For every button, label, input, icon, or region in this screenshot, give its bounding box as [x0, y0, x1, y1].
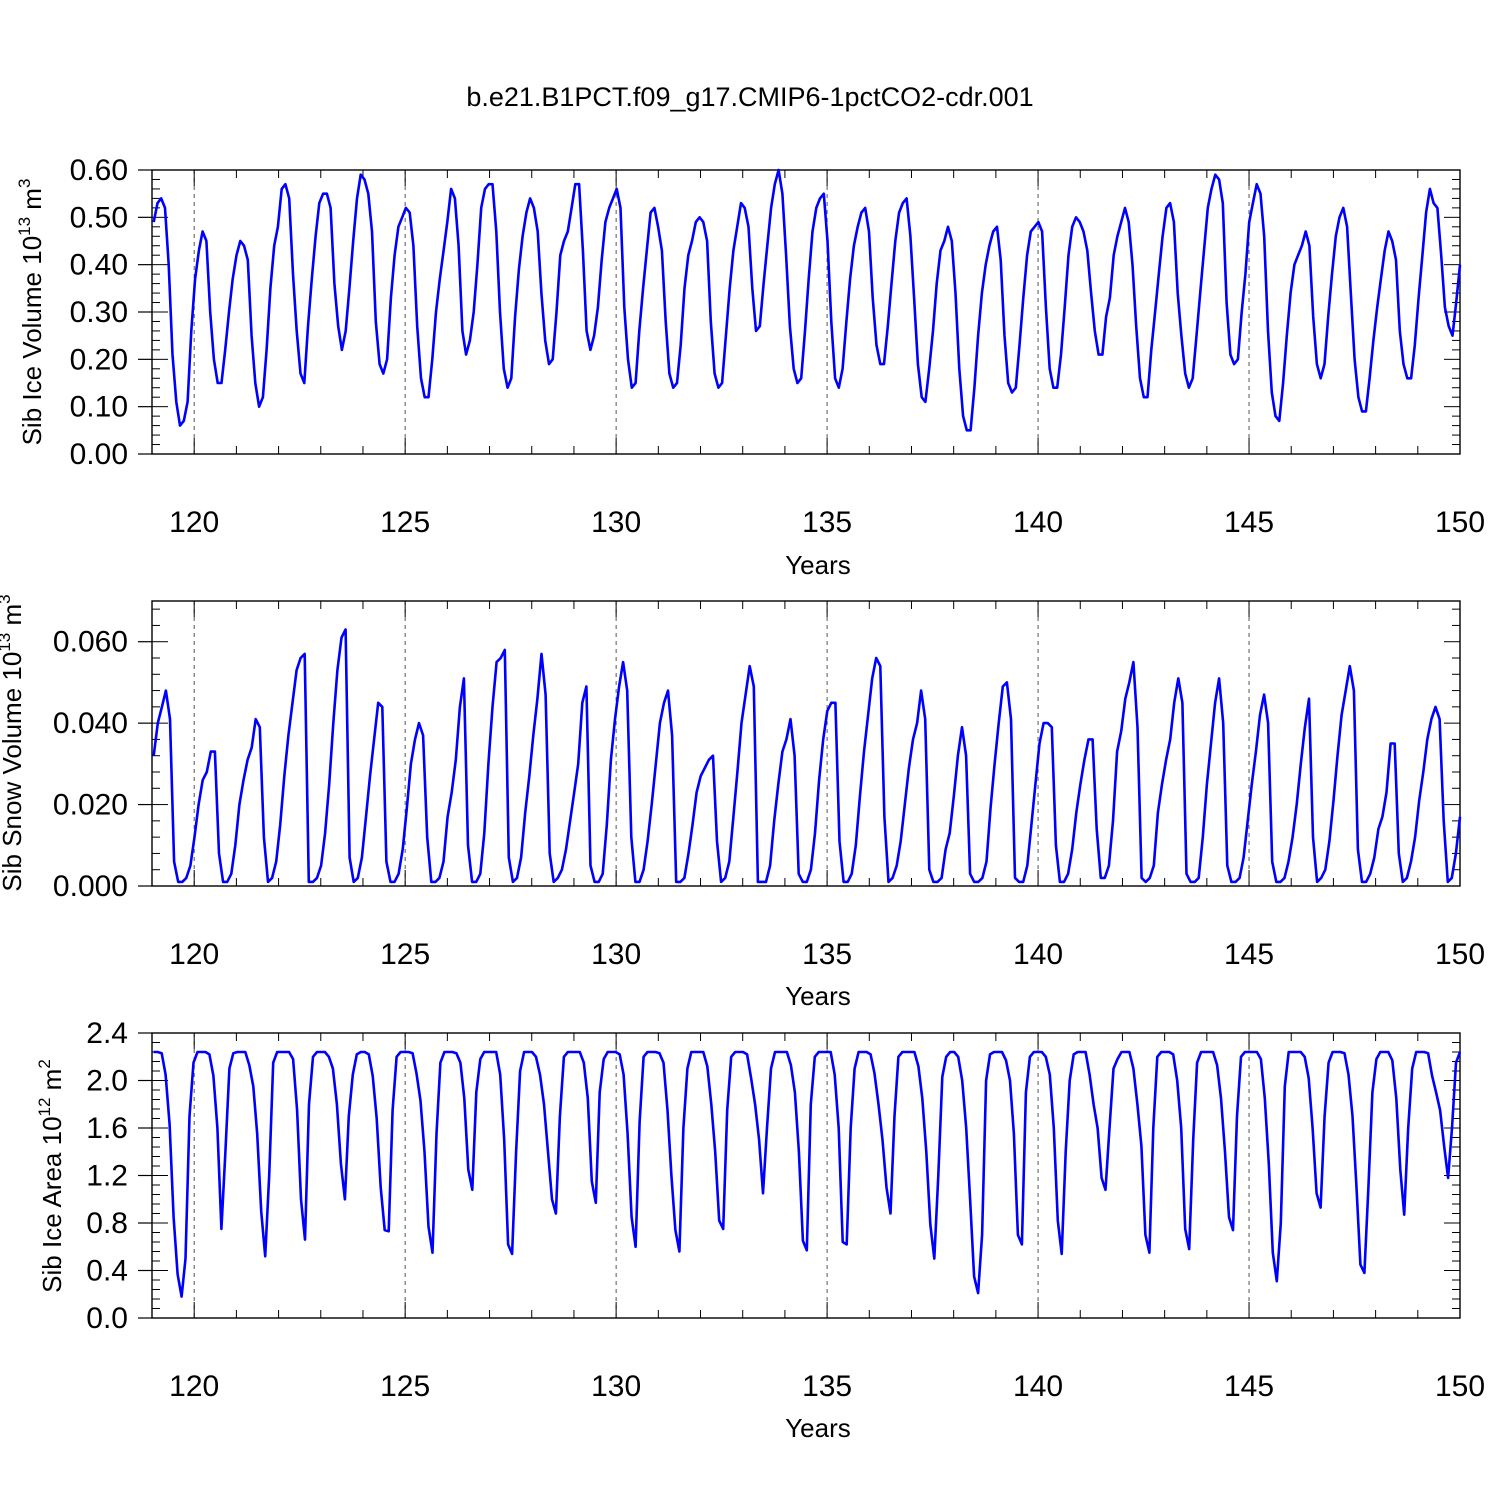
ylabel-ice-area-unit: m: [37, 1069, 67, 1098]
ice-area-ytick-label-0: 0.0: [86, 1302, 128, 1335]
ice-area-xtick-label-0: 120: [169, 1370, 219, 1403]
ice-volume-xtick-label-3: 135: [802, 506, 852, 539]
snow-volume-ytick-label-0: 0.000: [53, 870, 128, 903]
ice-volume-xtick-label-2: 130: [591, 506, 641, 539]
ice-area-ytick-label-6: 2.4: [86, 1017, 128, 1050]
ice-area-xtick-label-3: 135: [802, 1370, 852, 1403]
ylabel-ice-volume-unit-exp: 3: [15, 179, 34, 188]
xlabel-ice-area: Years: [785, 1413, 851, 1443]
snow-volume-xtick-label-4: 140: [1013, 938, 1063, 971]
ice-volume-ytick-label-5: 0.50: [70, 201, 128, 234]
ylabel-ice-area-exp: 12: [35, 1098, 54, 1117]
ice-volume-ytick-label-3: 0.30: [70, 296, 128, 329]
ice-volume-xtick-label-0: 120: [169, 506, 219, 539]
ylabel-ice-volume-text: Sib Ice Volume 10: [17, 236, 47, 446]
figure-title: b.e21.B1PCT.f09_g17.CMIP6-1pctCO2-cdr.00…: [466, 82, 1033, 112]
ylabel-snow-volume-text: Sib Snow Volume 10: [0, 652, 27, 892]
snow-volume-xtick-label-1: 125: [380, 938, 430, 971]
snow-volume-ytick-label-1: 0.020: [53, 789, 128, 822]
ice-volume-xtick-label-4: 140: [1013, 506, 1063, 539]
snow-volume-xtick-label-6: 150: [1435, 938, 1485, 971]
snow-volume-xtick-label-2: 130: [591, 938, 641, 971]
panel-ice-area: Sib Ice Area 1012 m2 Years 0.0 0.4 0.8 1.2 1…: [35, 1017, 1485, 1443]
ylabel-snow-volume: Sib Snow Volume 1013 m3: [0, 594, 27, 891]
ice-area-ytick-label-1: 0.4: [86, 1255, 128, 1288]
ylabel-snow-volume-unit: m: [0, 604, 27, 633]
snow-volume-xtick-label-0: 120: [169, 938, 219, 971]
ylabel-ice-volume: Sib Ice Volume 1013 m3: [15, 179, 47, 446]
ice-area-ytick-label-3: 1.2: [86, 1160, 128, 1193]
ice-area-xtick-label-5: 145: [1224, 1370, 1274, 1403]
ice-area-ytick-label-5: 2.0: [86, 1065, 128, 1098]
panel-snow-volume: Sib Snow Volume 1013 m3 Years 0.000 0.020…: [0, 594, 1485, 1011]
ice-area-xtick-label-4: 140: [1013, 1370, 1063, 1403]
ice-area-ytick-label-4: 1.6: [86, 1112, 128, 1145]
xlabel-ice-volume: Years: [785, 550, 851, 580]
snow-volume-ytick-label-3: 0.060: [53, 626, 128, 659]
ylabel-snow-volume-unit-exp: 3: [0, 594, 14, 603]
xlabel-snow-volume: Years: [785, 981, 851, 1011]
ice-area-plot-frame: [151, 1032, 1461, 1319]
ice-area-xtick-label-2: 130: [591, 1370, 641, 1403]
ylabel-ice-area-text: Sib Ice Area 10: [37, 1116, 67, 1292]
ice-volume-series-line: [152, 168, 1462, 432]
snow-volume-series-line: [152, 628, 1462, 884]
ylabel-snow-volume-exp: 13: [0, 633, 14, 652]
ice-volume-ytick-label-1: 0.10: [70, 391, 128, 424]
ylabel-ice-volume-exp: 13: [15, 217, 34, 236]
ice-volume-xtick-label-1: 125: [380, 506, 430, 539]
ylabel-ice-area-unit-exp: 2: [35, 1059, 54, 1068]
ice-area-xtick-label-1: 125: [380, 1370, 430, 1403]
ylabel-ice-area: Sib Ice Area 1012 m2: [35, 1059, 67, 1293]
ice-volume-ytick-label-2: 0.20: [70, 343, 128, 376]
snow-volume-plot-frame: [151, 600, 1461, 887]
snow-volume-ytick-label-2: 0.040: [53, 707, 128, 740]
ice-area-xtick-label-6: 150: [1435, 1370, 1485, 1403]
ice-area-ytick-label-2: 0.8: [86, 1207, 128, 1240]
ice-volume-ytick-label-4: 0.40: [70, 249, 128, 282]
panel-ice-volume: Sib Ice Volume 1013 m3 Years 0.00 0.10 0.2…: [15, 154, 1485, 580]
ice-area-series-line: [153, 1050, 1462, 1298]
ice-volume-xtick-label-6: 150: [1435, 506, 1485, 539]
ice-volume-ytick-label-6: 0.60: [70, 154, 128, 187]
ylabel-ice-volume-unit: m: [17, 188, 47, 217]
snow-volume-xtick-label-3: 135: [802, 938, 852, 971]
ice-volume-ytick-label-0: 0.00: [70, 438, 128, 471]
snow-volume-xtick-label-5: 145: [1224, 938, 1274, 971]
ice-volume-xtick-label-5: 145: [1224, 506, 1274, 539]
ice-volume-plot-frame: [151, 169, 1461, 455]
